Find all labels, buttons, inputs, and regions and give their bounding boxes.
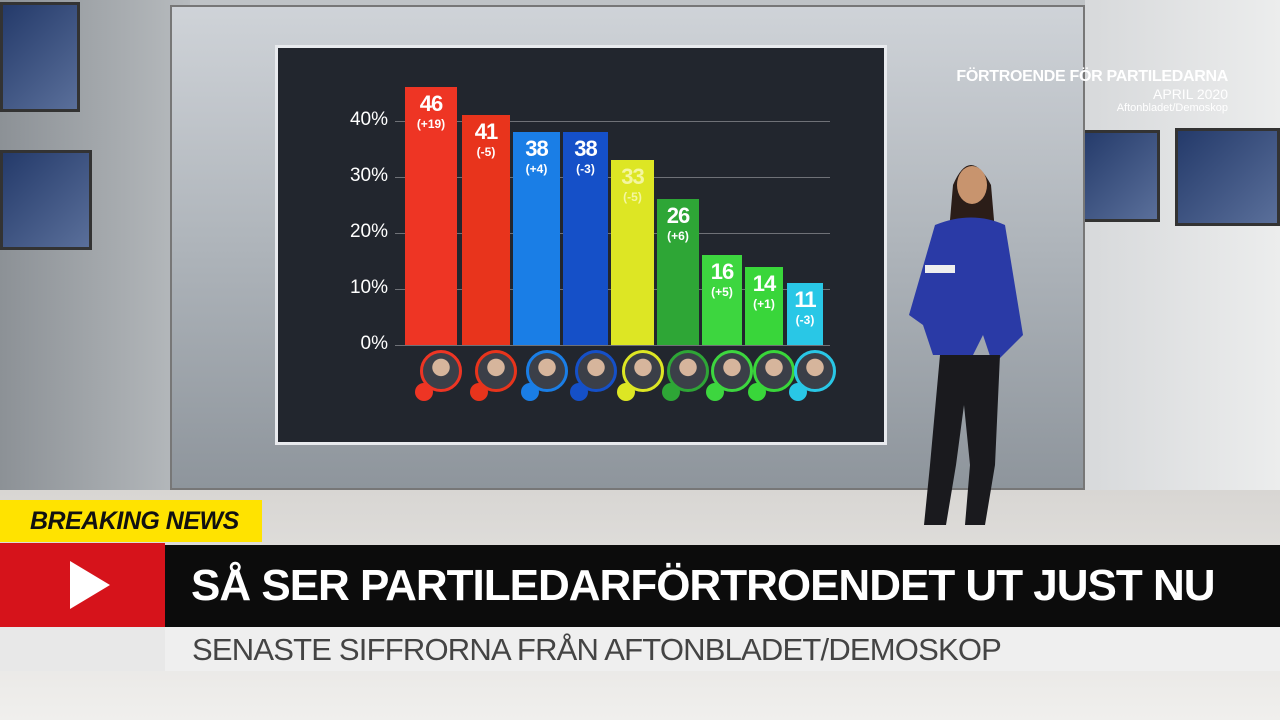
studio-monitor bbox=[0, 150, 92, 250]
chart-subtitle: APRIL 2020 bbox=[1153, 86, 1228, 102]
breaking-news-badge: BREAKING NEWS bbox=[0, 500, 262, 542]
party-leader-avatar bbox=[748, 350, 795, 401]
bar-value-label: 16 bbox=[710, 259, 734, 285]
bar-change-label: (+5) bbox=[711, 285, 733, 300]
bar: 38 (+4) bbox=[513, 132, 560, 345]
bar-change-label: (+6) bbox=[667, 229, 689, 244]
bar-value-label: 38 bbox=[525, 136, 548, 162]
y-tick-label: 20% bbox=[349, 221, 388, 242]
bar-value-label: 46 bbox=[419, 91, 443, 117]
party-leader-avatar bbox=[662, 350, 709, 401]
studio-background-right bbox=[1085, 0, 1280, 500]
play-button[interactable] bbox=[0, 543, 165, 627]
v-logo-icon bbox=[470, 383, 488, 401]
gridline bbox=[395, 121, 830, 122]
bar: 33 (-5) bbox=[611, 160, 654, 345]
bar: 26 (+6) bbox=[657, 199, 699, 345]
bar-change-label: (+19) bbox=[416, 117, 446, 132]
chart-title-block: FÖRTROENDE FÖR PARTILEDARNA APRIL 2020 A… bbox=[956, 68, 1228, 114]
bar-value-label: 11 bbox=[794, 287, 816, 313]
play-icon bbox=[70, 561, 110, 609]
headline: SÅ SER PARTILEDARFÖRTROENDET UT JUST NU bbox=[165, 545, 1280, 627]
bar-value-label: 41 bbox=[474, 119, 498, 145]
bar-change-label: (+1) bbox=[753, 296, 775, 311]
mp-sun-icon bbox=[748, 383, 766, 401]
bar-change-label: (-3) bbox=[576, 162, 595, 177]
bar-change-label: (-3) bbox=[795, 313, 815, 328]
bar: 11 (-3) bbox=[787, 283, 823, 345]
bar-change-label: (-5) bbox=[476, 145, 496, 160]
chart-title: FÖRTROENDE FÖR PARTILEDARNA bbox=[956, 68, 1228, 85]
bar-change-label: (-5) bbox=[623, 190, 642, 205]
party-leader-avatar bbox=[470, 350, 517, 401]
studio-monitor bbox=[1175, 128, 1280, 226]
bar-value-label: 38 bbox=[574, 136, 597, 162]
sd-flower-icon bbox=[616, 383, 635, 401]
bar-value-label: 33 bbox=[621, 164, 644, 190]
m-logo-icon bbox=[520, 383, 539, 401]
party-leader-avatar bbox=[569, 350, 617, 401]
y-tick-label: 0% bbox=[360, 333, 388, 354]
studio-monitor bbox=[1078, 130, 1160, 222]
bar: 46 (+19) bbox=[405, 87, 457, 345]
bar-value-label: 14 bbox=[752, 270, 776, 296]
y-tick-label: 30% bbox=[349, 165, 388, 186]
party-leader-avatar bbox=[616, 350, 664, 401]
l-logo-icon bbox=[789, 383, 807, 401]
bar: 38 (-3) bbox=[563, 132, 608, 345]
chart-source: Aftonbladet/Demoskop bbox=[1116, 102, 1228, 114]
studio-monitor bbox=[0, 2, 80, 112]
y-tick-label: 10% bbox=[349, 277, 388, 298]
bar-change-label: (+4) bbox=[525, 162, 548, 177]
mp-sun-icon bbox=[706, 383, 724, 401]
bar: 16 (+5) bbox=[702, 255, 742, 345]
party-leader-avatar bbox=[520, 350, 568, 401]
gridline bbox=[395, 345, 830, 346]
party-leader-avatar bbox=[415, 350, 462, 401]
bar-value-label: 26 bbox=[666, 203, 690, 229]
y-tick-label: 40% bbox=[349, 109, 388, 130]
bar: 41 (-5) bbox=[462, 115, 510, 345]
bar: 14 (+1) bbox=[745, 266, 783, 345]
party-leader-avatar bbox=[789, 350, 836, 401]
subheadline: SENASTE SIFFRORNA FRÅN AFTONBLADET/DEMOS… bbox=[0, 627, 1280, 671]
presenter bbox=[909, 165, 1023, 525]
party-leader-avatar bbox=[706, 350, 753, 401]
kd-logo-icon bbox=[569, 383, 588, 401]
c-clover-icon bbox=[662, 383, 680, 401]
s-rose-icon bbox=[415, 383, 433, 401]
